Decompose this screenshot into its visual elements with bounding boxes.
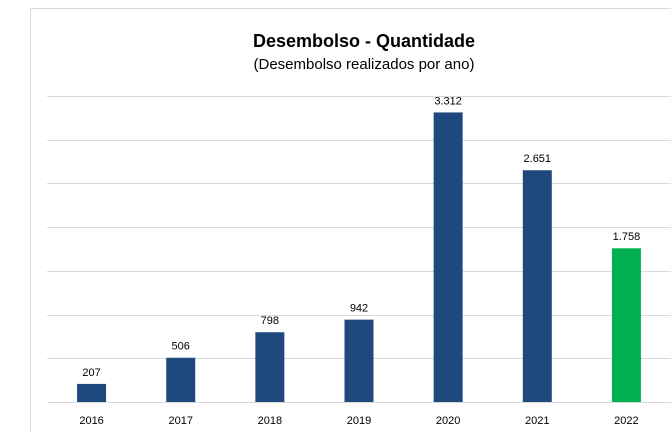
x-tick-label: 2019	[347, 415, 371, 427]
bar	[77, 383, 107, 402]
bar	[255, 332, 285, 402]
x-tick-label: 2016	[79, 415, 103, 427]
bar	[344, 319, 374, 402]
x-tick-label: 2020	[436, 415, 460, 427]
chart-frame	[30, 8, 671, 432]
bar	[166, 357, 196, 402]
x-tick-label: 2017	[168, 415, 192, 427]
value-label: 506	[172, 341, 190, 353]
value-label: 207	[82, 367, 100, 379]
value-label: 942	[350, 303, 368, 315]
x-tick-label: 2022	[614, 415, 638, 427]
bar	[611, 248, 641, 402]
value-label: 2.651	[524, 153, 552, 165]
x-tick-label: 2018	[258, 415, 282, 427]
x-tick-label: 2021	[525, 415, 549, 427]
value-label: 798	[261, 315, 279, 327]
chart-subtitle: (Desembolso realizados por ano)	[254, 56, 475, 73]
value-label: 1.758	[613, 231, 641, 243]
value-label: 3.312	[434, 95, 462, 107]
bar	[433, 112, 463, 402]
bar	[522, 170, 552, 402]
chart-title: Desembolso - Quantidade	[253, 31, 475, 51]
